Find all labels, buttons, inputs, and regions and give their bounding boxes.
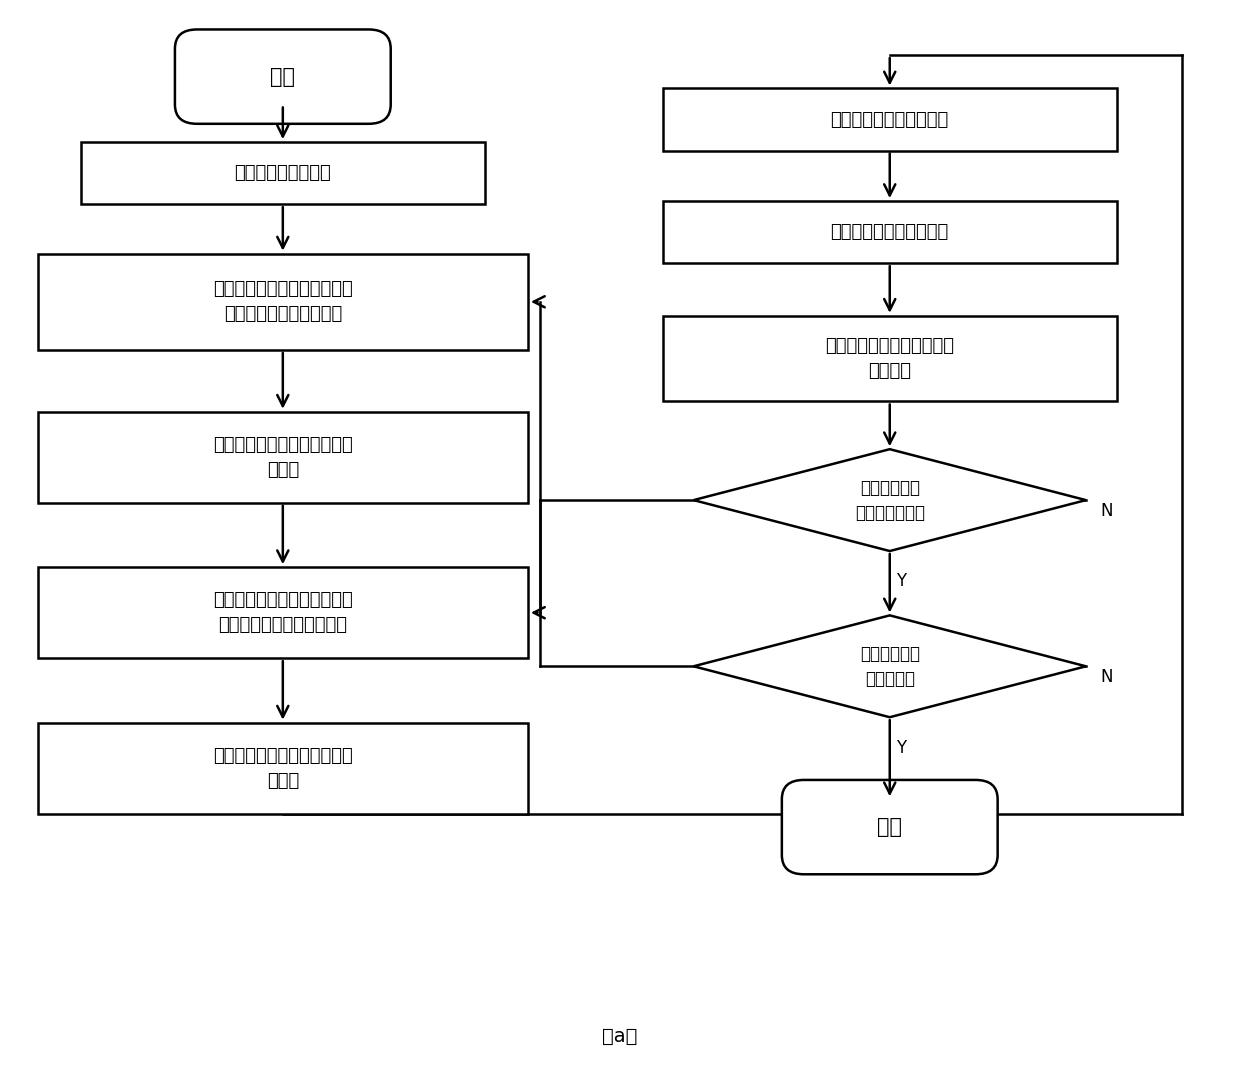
FancyBboxPatch shape: [782, 780, 998, 874]
Text: 初始化仿真环境并初始化机械
臂状态: 初始化仿真环境并初始化机械 臂状态: [213, 435, 352, 479]
Text: 仿真获得下一步状态向量和即
时奖励: 仿真获得下一步状态向量和即 时奖励: [213, 747, 352, 790]
Text: 构建机械臂仿真环境: 构建机械臂仿真环境: [234, 164, 331, 182]
Text: 更新当前状态向量和前一步
动作向量: 更新当前状态向量和前一步 动作向量: [826, 337, 955, 380]
Polygon shape: [693, 616, 1086, 717]
FancyBboxPatch shape: [81, 142, 485, 204]
Text: 构建样本存入训练样本库: 构建样本存入训练样本库: [831, 111, 949, 128]
Text: Y: Y: [895, 738, 906, 757]
FancyBboxPatch shape: [37, 253, 528, 350]
Text: N: N: [1101, 502, 1114, 520]
FancyBboxPatch shape: [663, 88, 1116, 151]
Text: 开始: 开始: [270, 66, 295, 87]
FancyBboxPatch shape: [37, 567, 528, 658]
Text: Y: Y: [895, 572, 906, 591]
Text: N: N: [1101, 668, 1114, 686]
Text: 是否达到单次
仿真最大步数？: 是否达到单次 仿真最大步数？: [854, 479, 925, 521]
FancyBboxPatch shape: [663, 316, 1116, 402]
Text: 是否达到最大
仿真次数？: 是否达到最大 仿真次数？: [859, 645, 920, 687]
Text: 构建带有速度平滑的确定性策
略梯度网络并初始化参数: 构建带有速度平滑的确定性策 略梯度网络并初始化参数: [213, 280, 352, 324]
Text: （a）: （a）: [603, 1026, 637, 1046]
FancyBboxPatch shape: [37, 412, 528, 503]
Polygon shape: [693, 450, 1086, 551]
FancyBboxPatch shape: [37, 722, 528, 813]
FancyBboxPatch shape: [663, 201, 1116, 263]
Text: 结束: 结束: [877, 817, 903, 837]
Text: 输入当前状态向量和前一步动
作向量，输出当前动作向量: 输入当前状态向量和前一步动 作向量，输出当前动作向量: [213, 591, 352, 634]
FancyBboxPatch shape: [175, 29, 391, 124]
Text: 采用梯度下降法训练网络: 采用梯度下降法训练网络: [831, 223, 949, 241]
